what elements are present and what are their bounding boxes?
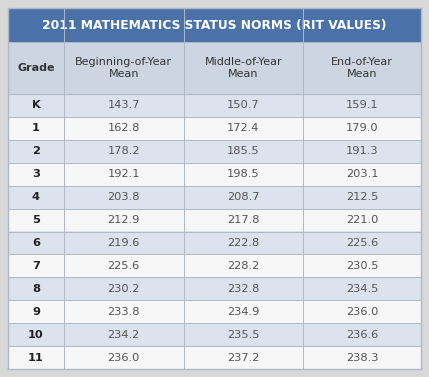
- Text: 6: 6: [32, 238, 40, 248]
- Text: 228.2: 228.2: [227, 261, 260, 271]
- Text: 9: 9: [32, 307, 40, 317]
- Text: 230.5: 230.5: [346, 261, 378, 271]
- Bar: [8, 231, 421, 254]
- Text: 3: 3: [32, 169, 40, 179]
- Text: 236.0: 236.0: [107, 352, 140, 363]
- Bar: [8, 42, 421, 94]
- Text: 1: 1: [32, 123, 40, 133]
- Text: 192.1: 192.1: [107, 169, 140, 179]
- Text: 2011 MATHEMATICS STATUS NORMS (RIT VALUES): 2011 MATHEMATICS STATUS NORMS (RIT VALUE…: [42, 18, 387, 32]
- Text: 236.6: 236.6: [346, 329, 378, 340]
- Text: End-of-Year
Mean: End-of-Year Mean: [331, 57, 393, 79]
- Text: 179.0: 179.0: [346, 123, 378, 133]
- Text: 237.2: 237.2: [227, 352, 260, 363]
- Text: 230.2: 230.2: [107, 284, 140, 294]
- Text: 208.7: 208.7: [227, 192, 260, 202]
- Text: 234.5: 234.5: [346, 284, 378, 294]
- Text: 217.8: 217.8: [227, 215, 260, 225]
- Text: 238.3: 238.3: [346, 352, 378, 363]
- Text: 212.9: 212.9: [107, 215, 140, 225]
- Text: 235.5: 235.5: [227, 329, 260, 340]
- Text: 222.8: 222.8: [227, 238, 260, 248]
- Bar: [8, 254, 421, 277]
- Text: 225.6: 225.6: [108, 261, 140, 271]
- Bar: [8, 140, 421, 163]
- Text: 2: 2: [32, 146, 40, 156]
- Bar: [8, 346, 421, 369]
- Bar: [8, 8, 421, 42]
- Text: 236.0: 236.0: [346, 307, 378, 317]
- Text: K: K: [31, 100, 40, 110]
- Text: 203.8: 203.8: [107, 192, 140, 202]
- Text: Middle-of-Year
Mean: Middle-of-Year Mean: [205, 57, 282, 79]
- Text: Grade: Grade: [17, 63, 54, 73]
- Text: 225.6: 225.6: [346, 238, 378, 248]
- Text: 232.8: 232.8: [227, 284, 260, 294]
- Text: 219.6: 219.6: [107, 238, 140, 248]
- Text: 221.0: 221.0: [346, 215, 378, 225]
- Text: 143.7: 143.7: [107, 100, 140, 110]
- Bar: [8, 117, 421, 140]
- Bar: [8, 208, 421, 231]
- Bar: [8, 300, 421, 323]
- Text: 10: 10: [28, 329, 44, 340]
- Text: 234.9: 234.9: [227, 307, 260, 317]
- Text: 233.8: 233.8: [107, 307, 140, 317]
- Text: 5: 5: [32, 215, 40, 225]
- Text: 172.4: 172.4: [227, 123, 260, 133]
- Text: 191.3: 191.3: [346, 146, 378, 156]
- Text: 203.1: 203.1: [346, 169, 378, 179]
- Text: 8: 8: [32, 284, 40, 294]
- Text: 198.5: 198.5: [227, 169, 260, 179]
- Text: 11: 11: [28, 352, 44, 363]
- Text: 150.7: 150.7: [227, 100, 260, 110]
- Text: 178.2: 178.2: [107, 146, 140, 156]
- Text: 4: 4: [32, 192, 40, 202]
- Text: Beginning-of-Year
Mean: Beginning-of-Year Mean: [75, 57, 172, 79]
- Text: 162.8: 162.8: [107, 123, 140, 133]
- Text: 7: 7: [32, 261, 40, 271]
- Text: 185.5: 185.5: [227, 146, 260, 156]
- Text: 212.5: 212.5: [346, 192, 378, 202]
- Bar: [8, 277, 421, 300]
- Bar: [8, 163, 421, 185]
- Bar: [8, 323, 421, 346]
- Text: 234.2: 234.2: [108, 329, 140, 340]
- Bar: [8, 94, 421, 117]
- Bar: [8, 185, 421, 208]
- Text: 159.1: 159.1: [346, 100, 378, 110]
